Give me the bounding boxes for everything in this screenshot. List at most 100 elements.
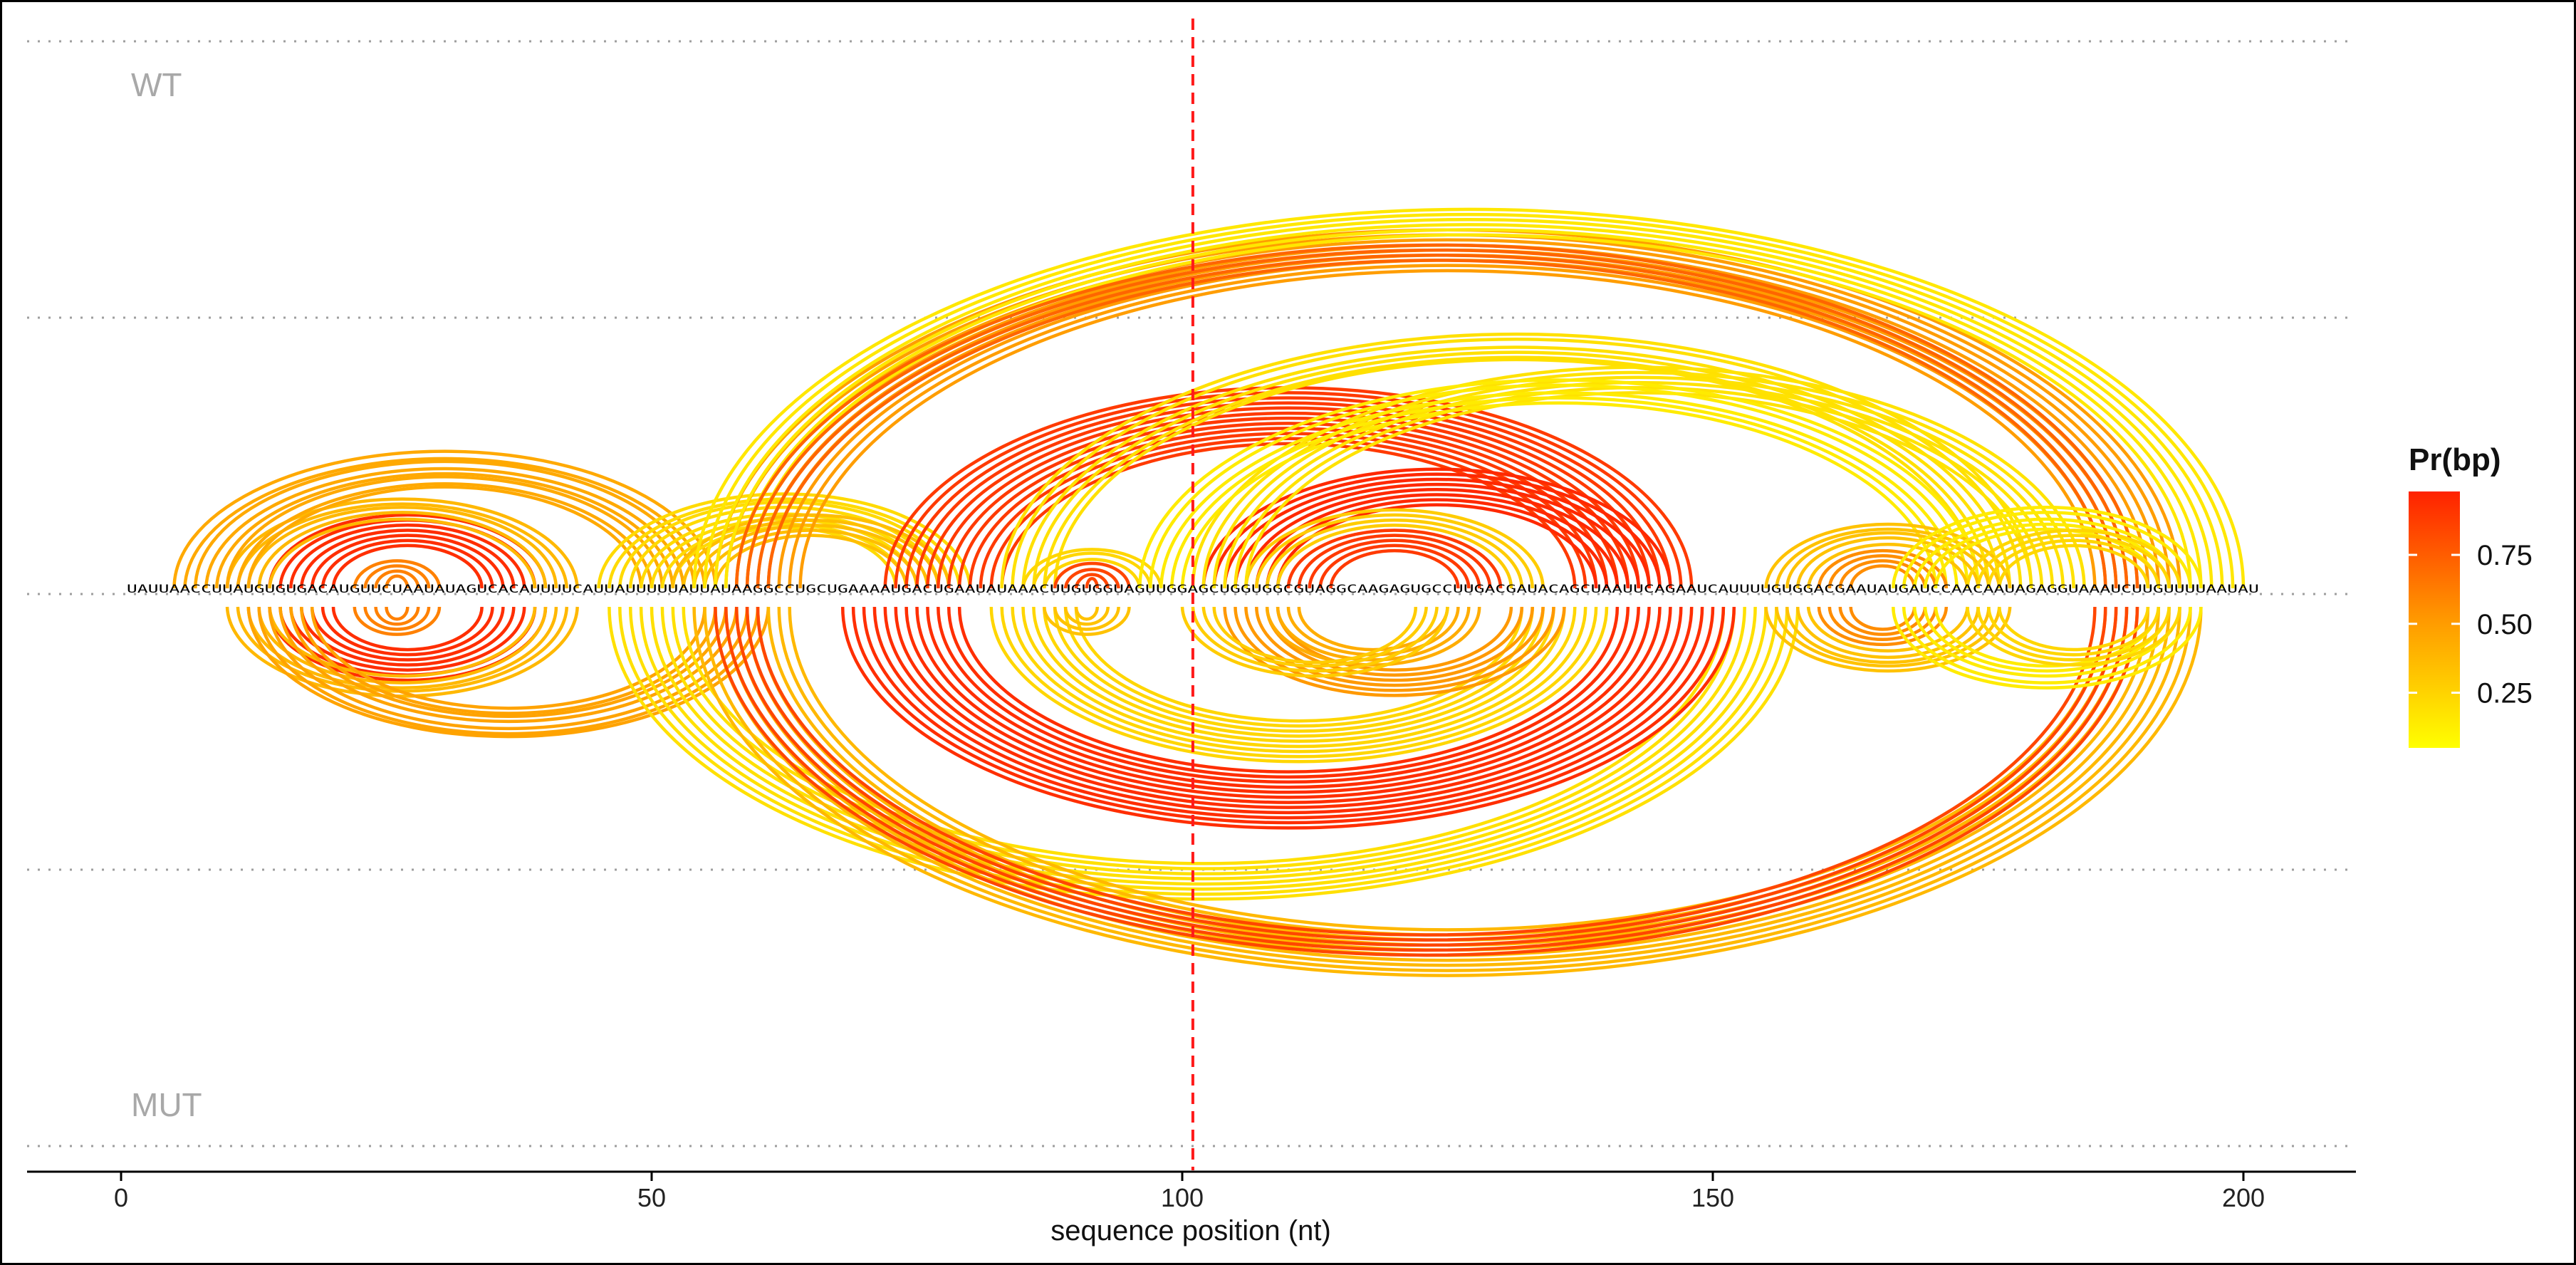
- wt-arc-9-3: [915, 401, 1662, 589]
- mut-arc-8-7: [1063, 606, 1534, 728]
- wt-arc-10-3: [1032, 350, 2001, 589]
- mut-arc-7-2: [862, 606, 1715, 820]
- wt-arc-17-4: [1180, 401, 1938, 589]
- mut-arc-7-11: [957, 606, 1620, 774]
- mut-arc-6-4: [756, 606, 2097, 937]
- mut-arc-13-4: [1806, 606, 1969, 652]
- wt-arc-9-7: [957, 422, 1620, 589]
- mut-arc-1-1: [363, 606, 431, 631]
- x-axis: 0 50 100 150 200: [27, 1170, 2356, 1212]
- mut-arc-0-3: [300, 606, 516, 667]
- wt-arc-16-5: [1244, 391, 2033, 589]
- wt-arc-21-2: [1987, 538, 2161, 589]
- wt-arc-13-6: [1265, 498, 1609, 589]
- wt-arc-17-3: [1169, 396, 1949, 589]
- wt-arc-10-0: [1000, 332, 2033, 589]
- wt-arc-13-5: [1255, 493, 1620, 589]
- wt-arc-3-5: [225, 475, 664, 589]
- mut-arc-7-4: [883, 606, 1694, 810]
- wt-arc-11-3: [1085, 577, 1100, 589]
- wt-arc-3-7: [246, 485, 643, 589]
- mut-arc-12-2: [1201, 606, 1428, 668]
- wt-arc-13-7: [1276, 503, 1598, 589]
- mut-arc-2-2: [246, 606, 558, 689]
- mut-arc-10-2: [1244, 606, 1545, 687]
- wt-arc-13-4: [1244, 488, 1630, 589]
- wt-arc-15-2: [1265, 518, 1524, 589]
- mut-arc-15-0: [1892, 606, 2203, 689]
- x-tick-label-50: 50: [637, 1183, 666, 1212]
- colorbar-title: Pr(bp): [2409, 442, 2501, 477]
- mut-arc-2-0: [225, 606, 579, 698]
- mut-arc-11-0: [1265, 606, 1481, 667]
- x-tick-label-150: 150: [1691, 1183, 1734, 1212]
- mut-arc-7-10: [947, 606, 1630, 779]
- wt-arc-9-6: [947, 416, 1630, 589]
- wt-arc-15-0: [1244, 508, 1545, 589]
- wt-arc-10-5: [1053, 358, 1980, 589]
- mut-arc-8-3: [1021, 606, 1577, 749]
- wt-arc-1-2: [374, 569, 420, 589]
- colorbar-tick-label-0: 0.25: [2477, 678, 2533, 709]
- wt-arc-20-0: [1892, 506, 2203, 589]
- mut-arc-4-4: [650, 606, 1757, 881]
- wt-arc-2-0: [225, 497, 579, 589]
- mut-arc-7-6: [904, 606, 1672, 799]
- wt-arc-10-1: [1011, 338, 2023, 589]
- wt-arc-16-0: [1191, 365, 2086, 589]
- mut-arc-5-0: [692, 606, 2203, 978]
- mut-arc-0-2: [289, 606, 526, 672]
- mut-arc-6-2: [734, 606, 2118, 947]
- mut-arc-3-5: [300, 606, 717, 715]
- wt-arc-7-3: [724, 223, 2213, 589]
- mut-arc-8-6: [1053, 606, 1545, 733]
- wt-arc-12-1: [1032, 551, 1152, 589]
- mut-arc-10-0: [1223, 606, 1566, 697]
- mut-arc-8-8: [1074, 606, 1524, 723]
- wt-arc-21-0: [1966, 529, 2181, 589]
- colorbar-gradient: [2409, 491, 2460, 748]
- wt-arc-10-2: [1021, 345, 2012, 589]
- wt-arc-11-0: [1053, 561, 1131, 589]
- mut-arc-4-3: [639, 606, 1768, 886]
- colorbar-tick-label-2: 0.75: [2477, 540, 2533, 571]
- mut-arc-6-0: [714, 606, 2139, 957]
- wt-arc-9-2: [904, 396, 1672, 589]
- mut-arc-2-4: [268, 606, 537, 678]
- mut-arc-8-5: [1043, 606, 1555, 738]
- mut-arc-7-3: [872, 606, 1704, 815]
- wt-arc-17-1: [1149, 383, 1969, 589]
- mut-arc-4-0: [608, 606, 1800, 901]
- mut-arc-7-0: [840, 606, 1736, 830]
- mut-arc-14-3: [1849, 606, 1917, 631]
- x-tick-label-100: 100: [1161, 1183, 1204, 1212]
- mut-arc-6-3: [745, 606, 2107, 942]
- wt-arc-16-1: [1201, 370, 2075, 589]
- mut-arc-3-1: [257, 606, 760, 736]
- mut-arc-2-3: [257, 606, 548, 684]
- mut-arc-7-7: [915, 606, 1662, 794]
- wt-arc-16-2: [1212, 375, 2065, 589]
- mut-arc-15-3: [1923, 606, 2171, 673]
- wt-arc-7-4: [734, 228, 2203, 589]
- wt-arc-1-1: [363, 564, 431, 589]
- wt-arc-1-0: [353, 559, 442, 589]
- mut-arc-10-5: [1276, 606, 1513, 672]
- wt-arc-19-2: [1838, 559, 1927, 589]
- mut-track-label: MUT: [131, 1086, 202, 1123]
- mut-arc-10-3: [1255, 606, 1534, 682]
- wt-arc-7-1: [703, 212, 2235, 589]
- wt-arc-0-5: [320, 538, 494, 589]
- wt-arc-9-1: [894, 391, 1683, 589]
- wt-arc-15-3: [1276, 524, 1513, 589]
- wt-arc-3-0: [172, 449, 717, 589]
- x-tick-label-200: 200: [2222, 1183, 2265, 1212]
- wt-arc-7-0: [692, 207, 2246, 589]
- mut-arc-3-3: [278, 606, 739, 724]
- wt-arc-14-1: [1297, 533, 1492, 589]
- wt-arc-3-2: [194, 459, 696, 589]
- wt-arc-2-1: [236, 502, 569, 589]
- wt-arc-19-3: [1849, 564, 1917, 589]
